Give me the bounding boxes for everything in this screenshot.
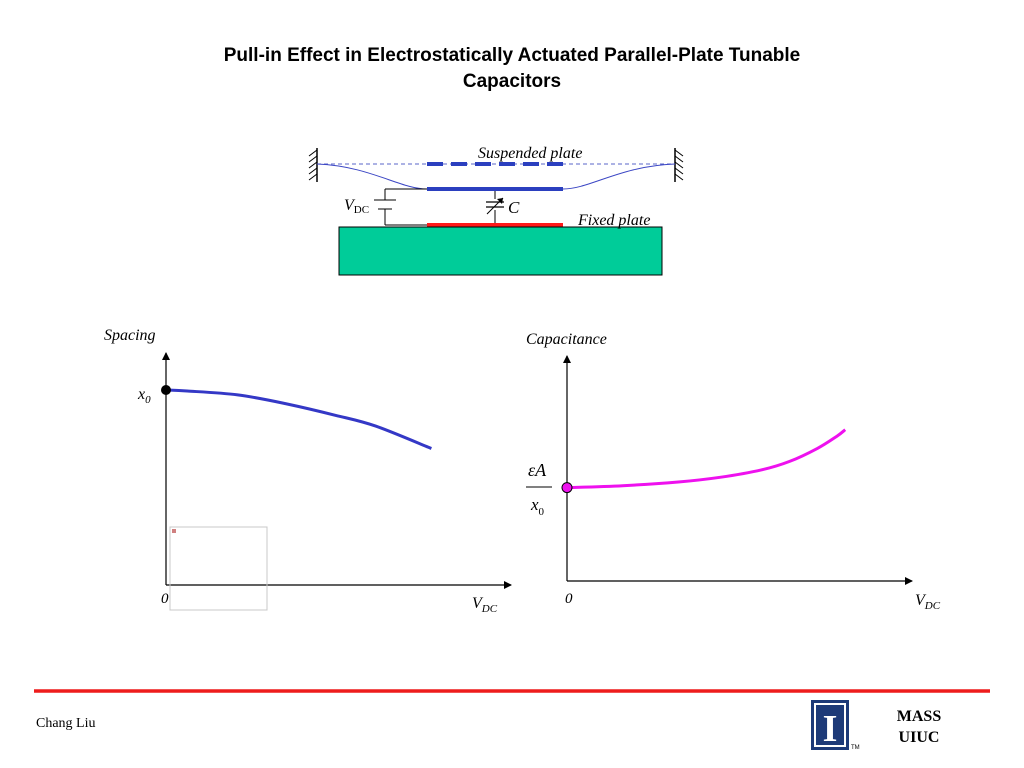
spacing-origin-label: 0 — [161, 591, 169, 607]
capacitance-x-axis-label-sub: DC — [924, 600, 941, 612]
spacing-chart: Spacing 0 VDC x0 — [104, 327, 512, 615]
footer-org-line-2: UIUC — [898, 729, 940, 746]
spacing-start-point — [161, 385, 171, 395]
capacitance-y-axis-label: Capacitance — [526, 331, 607, 348]
capacitance-initial-value-numerator: εA — [528, 460, 547, 480]
slide-title: Pull-in Effect in Electrostatically Actu… — [140, 43, 884, 95]
capacitance-origin-label: 0 — [565, 591, 573, 607]
capacitance-curve — [566, 428, 847, 490]
spacing-x-axis-label-sub: DC — [481, 603, 498, 615]
dc-source-label: VDC — [344, 197, 369, 216]
variable-capacitor-symbol — [486, 191, 504, 223]
capacitor-diagram: Suspended plate Fixed plate VDC C — [308, 145, 684, 276]
spacing-y-axis-label: Spacing — [104, 327, 156, 344]
capacitance-denominator-sub: 0 — [539, 506, 545, 518]
capacitance-x-axis-label: VDC — [915, 592, 941, 612]
capacitance-initial-value-denominator: x0 — [530, 495, 545, 518]
embedded-object-placeholder — [169, 526, 268, 611]
capacitor-label: C — [508, 198, 520, 217]
right-anchor — [674, 148, 684, 182]
spacing-x-axis-label: VDC — [472, 595, 498, 615]
spacing-initial-gap-label-sub: 0 — [145, 394, 151, 406]
footer-org: MASS UIUC — [884, 706, 954, 748]
university-logo: I TM — [811, 700, 860, 751]
left-anchor — [308, 148, 318, 182]
capacitance-x-axis-label-main: V — [915, 592, 927, 609]
spacing-initial-gap-label: x0 — [137, 386, 151, 406]
spacing-initial-gap-label-main: x — [137, 386, 145, 403]
slide-title-line-1: Pull-in Effect in Electrostatically Actu… — [223, 45, 801, 66]
capacitance-start-point — [561, 482, 573, 494]
dc-source-label-main: V — [344, 197, 356, 214]
substrate — [338, 226, 663, 276]
spacing-x-axis-label-main: V — [472, 595, 484, 612]
right-spring-deflected — [562, 163, 676, 190]
footer-author: Chang Liu — [36, 716, 96, 731]
capacitance-chart: Capacitance 0 VDC εA x0 — [526, 331, 941, 612]
footer-org-line-1: MASS — [896, 708, 942, 725]
slide-title-line-2: Capacitors — [462, 71, 562, 92]
dc-source-circuit — [374, 188, 427, 226]
placeholder-icon — [172, 529, 176, 533]
left-spring-deflected — [316, 163, 428, 190]
spacing-curve — [165, 388, 432, 450]
suspended-plate-label: Suspended plate — [478, 145, 582, 162]
capacitance-denominator-main: x — [530, 495, 539, 514]
fixed-plate-label: Fixed plate — [577, 212, 650, 229]
dc-source-label-sub: DC — [354, 204, 369, 216]
logo-trademark: TM — [851, 745, 860, 751]
logo-letter: I — [823, 708, 838, 750]
